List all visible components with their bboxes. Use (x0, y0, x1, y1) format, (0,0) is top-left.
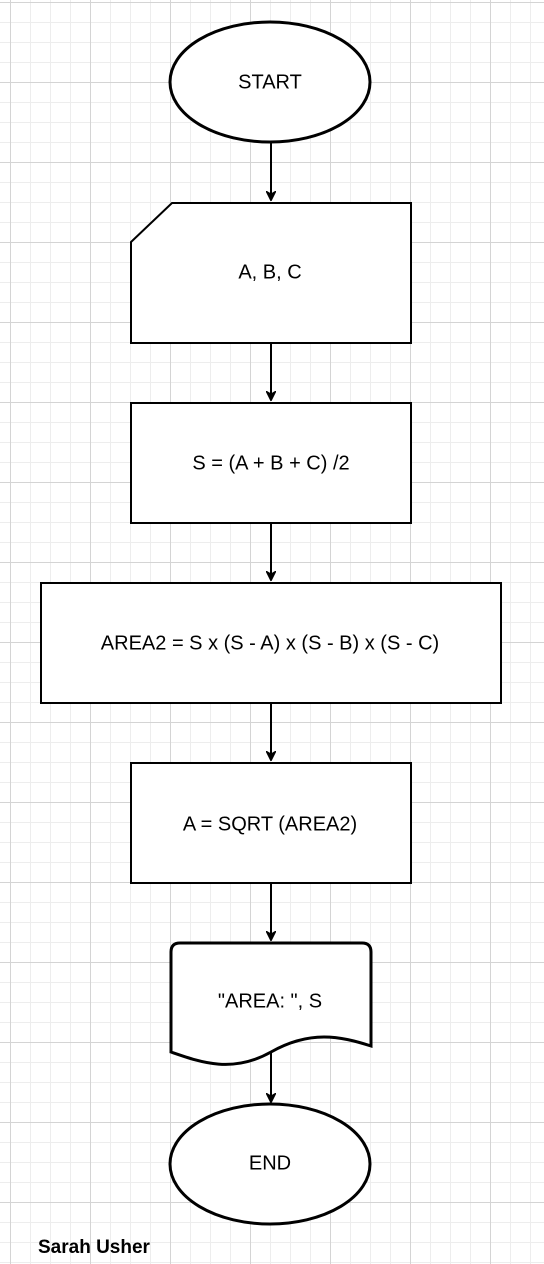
area-squared-node[interactable]: AREA2 = S x (S - A) x (S - B) x (S - C) (40, 582, 502, 704)
start-shape (168, 20, 372, 144)
start-node[interactable]: START (168, 20, 372, 144)
area-squared-label: AREA2 = S x (S - A) x (S - B) x (S - C) (101, 632, 439, 654)
input-label: A, B, C (238, 261, 301, 283)
output-label: "AREA: ", S (218, 990, 322, 1012)
square-root-node[interactable]: A = SQRT (AREA2) (130, 762, 412, 884)
output-shape (169, 941, 373, 1066)
end-label: END (249, 1152, 291, 1174)
input-shape (130, 202, 412, 344)
start-label: START (238, 71, 302, 93)
square-root-shape (130, 762, 412, 884)
semiperimeter-shape (130, 402, 412, 524)
input-node[interactable]: A, B, C (130, 202, 412, 344)
semiperimeter-label: S = (A + B + C) /2 (192, 452, 349, 474)
author-credit: Sarah Usher (38, 1237, 150, 1258)
output-node[interactable]: "AREA: ", S (169, 941, 373, 1066)
end-shape (168, 1102, 372, 1226)
area-squared-shape (40, 582, 502, 704)
square-root-label: A = SQRT (AREA2) (183, 813, 357, 835)
semiperimeter-node[interactable]: S = (A + B + C) /2 (130, 402, 412, 524)
end-node[interactable]: END (168, 1102, 372, 1226)
